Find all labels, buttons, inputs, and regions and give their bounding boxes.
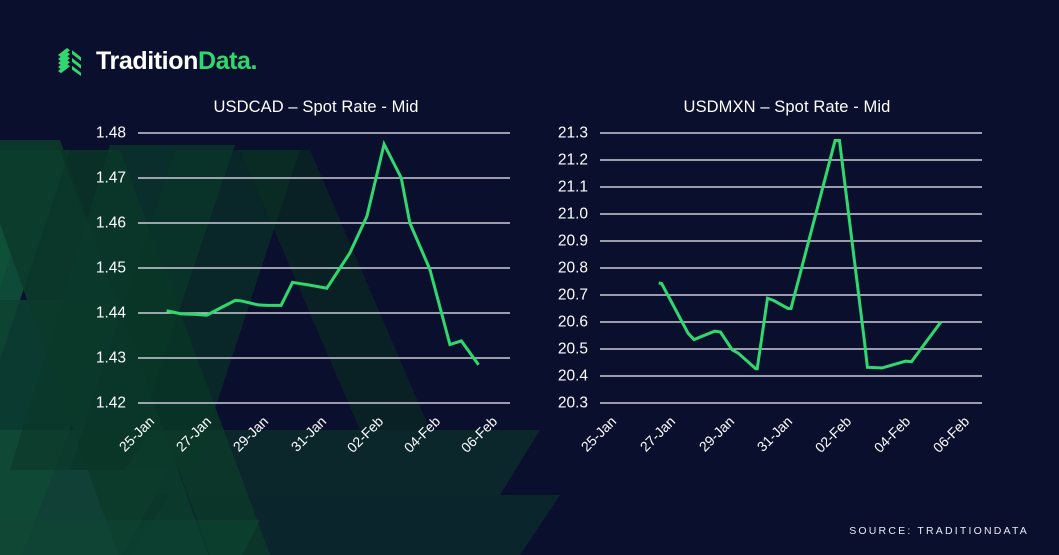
y-axis-tick-label: 20.6 — [557, 313, 588, 331]
y-axis-tick-label: 21.3 — [557, 124, 588, 142]
brand-name-data: Data. — [197, 46, 258, 75]
series-line — [658, 139, 943, 371]
plot-svg-usdcad — [138, 132, 510, 404]
series-line — [166, 139, 480, 366]
brand-name-tradition: Tradition — [96, 46, 198, 75]
y-axis-tick-label: 1.45 — [95, 259, 126, 277]
source-credit: SOURCE: TRADITIONDATA — [849, 525, 1029, 537]
chart-title-usdcad: USDCAD – Spot Rate - Mid — [213, 98, 419, 116]
plot-area-usdcad: 1.48 1.47 1.46 1.45 1.44 1.43 1.42 25-Jan 27-Jan… — [60, 123, 520, 503]
y-axis-tick-label: 20.8 — [557, 259, 588, 277]
chart-panel-usdmxn: USDMXN – Spot Rate - Mid 21.3 21.2 21.1 21.… — [530, 98, 1000, 518]
chart-title-usdmxn: USDMXN – Spot Rate - Mid — [683, 98, 891, 116]
y-axis-tick-label: 1.48 — [95, 124, 126, 142]
y-axis-tick-label: 20.5 — [557, 340, 588, 358]
y-axis-tick-label: 21.0 — [557, 205, 588, 223]
y-axis-tick-label: 20.9 — [557, 232, 588, 250]
tradition-chevron-stripes-icon — [58, 48, 81, 76]
plot-area-usdmxn: 21.3 21.2 21.1 21.0 20.9 20.8 20.7 20.6 20.5 20.4… — [530, 123, 1000, 503]
plot-svg-usdmxn — [600, 132, 982, 404]
y-axis-tick-label: 20.4 — [557, 367, 588, 385]
chart-panel-usdcad: USDCAD – Spot Rate - Mid 1.48 1.47 1.46 1.4… — [60, 98, 520, 518]
y-axis-tick-label: 20.3 — [557, 394, 588, 412]
y-axis-tick-label: 20.7 — [557, 286, 588, 304]
y-axis-tick-label: 1.44 — [95, 304, 126, 322]
y-axis-tick-label: 1.47 — [95, 169, 126, 187]
y-axis-tick-label: 1.46 — [95, 214, 126, 232]
y-axis-tick-label: 21.2 — [557, 151, 588, 169]
y-axis-tick-label: 1.43 — [95, 349, 126, 367]
brand-wordmark: TraditionData. — [96, 46, 258, 75]
y-axis-tick-label: 21.1 — [557, 178, 588, 196]
y-axis-tick-label: 1.42 — [95, 394, 126, 412]
brand-logo: TraditionData. — [56, 46, 258, 76]
